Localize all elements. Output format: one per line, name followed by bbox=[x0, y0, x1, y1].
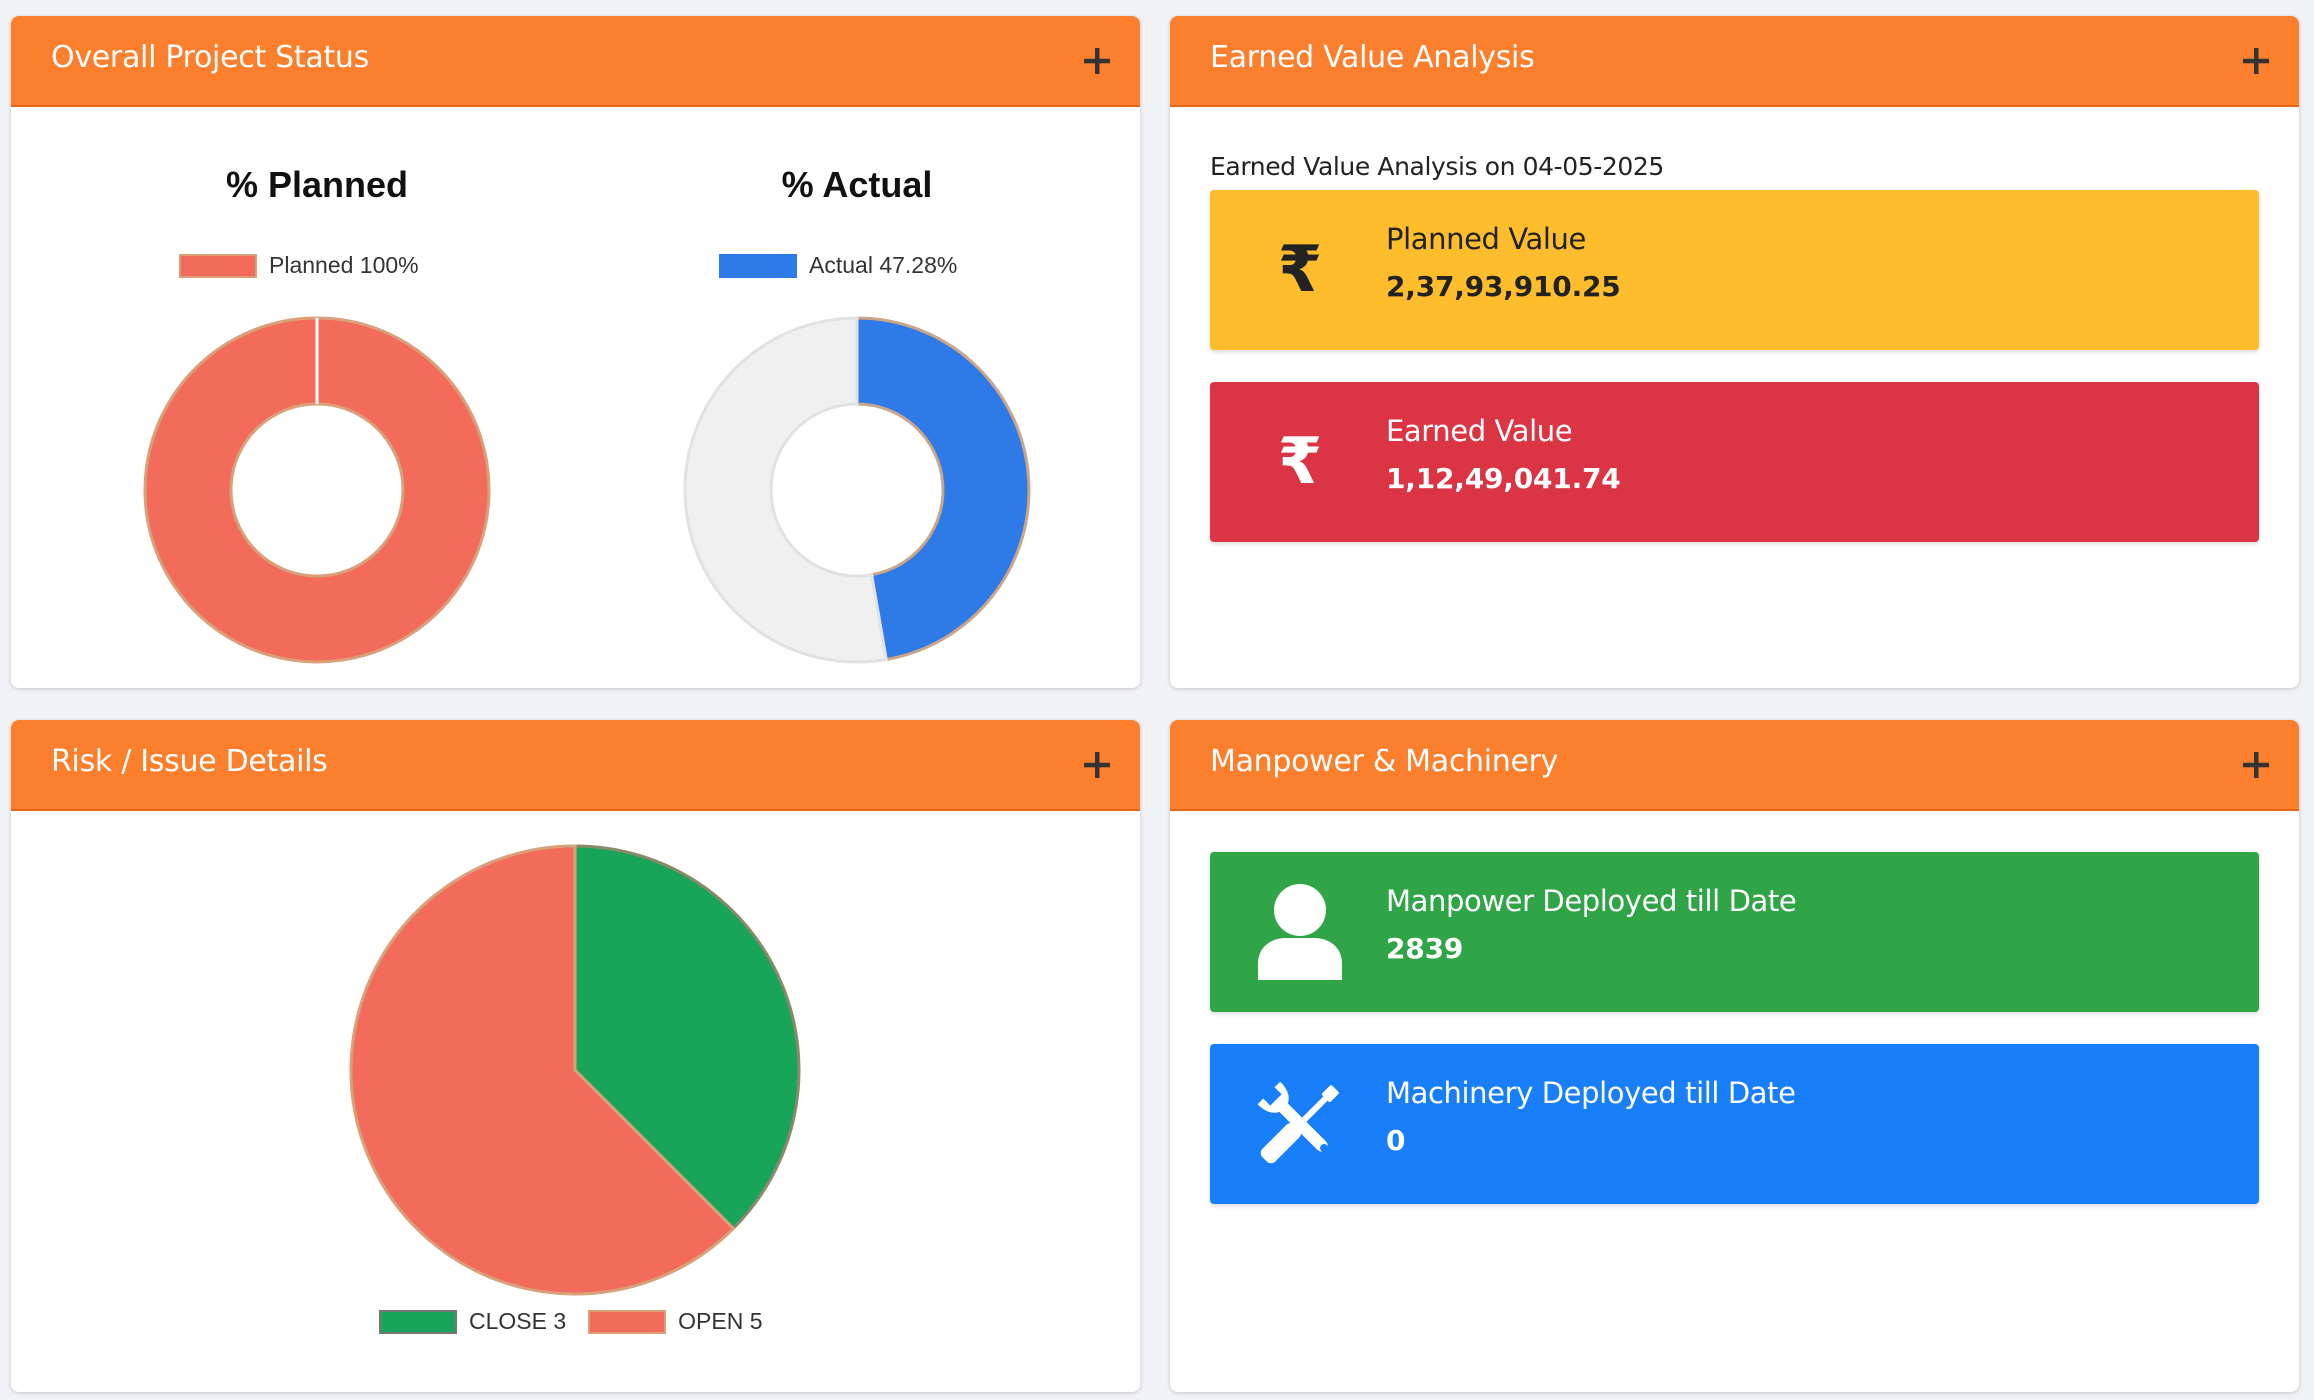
actual-donut-chart bbox=[683, 316, 1031, 664]
legend-item-open[interactable]: OPEN 5 bbox=[588, 1308, 763, 1335]
card-header: Earned Value Analysis bbox=[1170, 16, 2299, 107]
legend-item-close[interactable]: CLOSE 3 bbox=[379, 1308, 566, 1335]
close-slice[interactable] bbox=[573, 844, 801, 1231]
rupee-icon: ₹ bbox=[1277, 425, 1323, 499]
planned-value-label: Planned Value bbox=[1386, 222, 1586, 256]
earned-value-box: ₹ Earned Value 1,12,49,041.74 bbox=[1210, 382, 2259, 542]
legend-swatch bbox=[588, 1309, 667, 1334]
plus-icon[interactable] bbox=[1080, 44, 1114, 78]
eva-caption: Earned Value Analysis on 04-05-2025 bbox=[1210, 152, 1664, 181]
machinery-label: Machinery Deployed till Date bbox=[1386, 1076, 1796, 1110]
legend-label: Planned 100% bbox=[269, 252, 419, 278]
rupee-icon: ₹ bbox=[1277, 233, 1323, 307]
planned-value-box: ₹ Planned Value 2,37,93,910.25 bbox=[1210, 190, 2259, 350]
actual-slice[interactable] bbox=[855, 316, 1031, 662]
manpower-machinery-card: Manpower & Machinery Manpower Deployed t… bbox=[1170, 720, 2299, 1392]
plus-icon[interactable] bbox=[2239, 748, 2273, 782]
risk-legend: CLOSE 3 OPEN 5 bbox=[379, 1308, 763, 1335]
earned-value-amount: 1,12,49,041.74 bbox=[1386, 462, 1621, 495]
legend-swatch bbox=[379, 1309, 457, 1334]
actual-chart-title: % Actual bbox=[781, 164, 933, 205]
plus-icon[interactable] bbox=[2239, 44, 2273, 78]
planned-chart-title: % Planned bbox=[225, 164, 409, 205]
planned-value-amount: 2,37,93,910.25 bbox=[1386, 270, 1621, 303]
user-icon bbox=[1246, 878, 1354, 986]
legend-swatch bbox=[179, 253, 257, 278]
plus-icon[interactable] bbox=[1080, 748, 1114, 782]
legend-label: Actual 47.28% bbox=[809, 252, 958, 278]
tools-icon bbox=[1246, 1070, 1354, 1178]
manpower-label: Manpower Deployed till Date bbox=[1386, 884, 1797, 918]
overall-project-status-card: Overall Project Status % Planned Planned… bbox=[11, 16, 1140, 688]
planned-legend[interactable]: Planned 100% bbox=[179, 252, 419, 279]
card-header: Overall Project Status bbox=[11, 16, 1140, 107]
earned-value-label: Earned Value bbox=[1386, 414, 1573, 448]
open-slice[interactable] bbox=[349, 844, 736, 1296]
manpower-box: Manpower Deployed till Date 2839 bbox=[1210, 852, 2259, 1012]
planned-slice[interactable] bbox=[143, 316, 491, 664]
risk-issue-details-card: Risk / Issue Details CLOSE 3 OPEN 5 bbox=[11, 720, 1140, 1392]
remaining-slice[interactable] bbox=[683, 316, 888, 664]
card-header: Manpower & Machinery bbox=[1170, 720, 2299, 811]
card-title: Risk / Issue Details bbox=[51, 744, 328, 779]
card-title: Overall Project Status bbox=[51, 40, 369, 75]
card-title: Manpower & Machinery bbox=[1210, 744, 1559, 779]
risk-pie-chart bbox=[349, 844, 801, 1296]
actual-legend[interactable]: Actual 47.28% bbox=[719, 252, 957, 279]
machinery-value: 0 bbox=[1386, 1124, 1406, 1157]
manpower-value: 2839 bbox=[1386, 932, 1464, 965]
legend-label: CLOSE 3 bbox=[469, 1308, 567, 1334]
planned-donut-chart bbox=[143, 316, 491, 664]
machinery-box: Machinery Deployed till Date 0 bbox=[1210, 1044, 2259, 1204]
card-title: Earned Value Analysis bbox=[1210, 40, 1535, 75]
card-header: Risk / Issue Details bbox=[11, 720, 1140, 811]
legend-label: OPEN 5 bbox=[678, 1308, 763, 1334]
legend-swatch bbox=[719, 253, 797, 278]
earned-value-analysis-card: Earned Value Analysis Earned Value Analy… bbox=[1170, 16, 2299, 688]
